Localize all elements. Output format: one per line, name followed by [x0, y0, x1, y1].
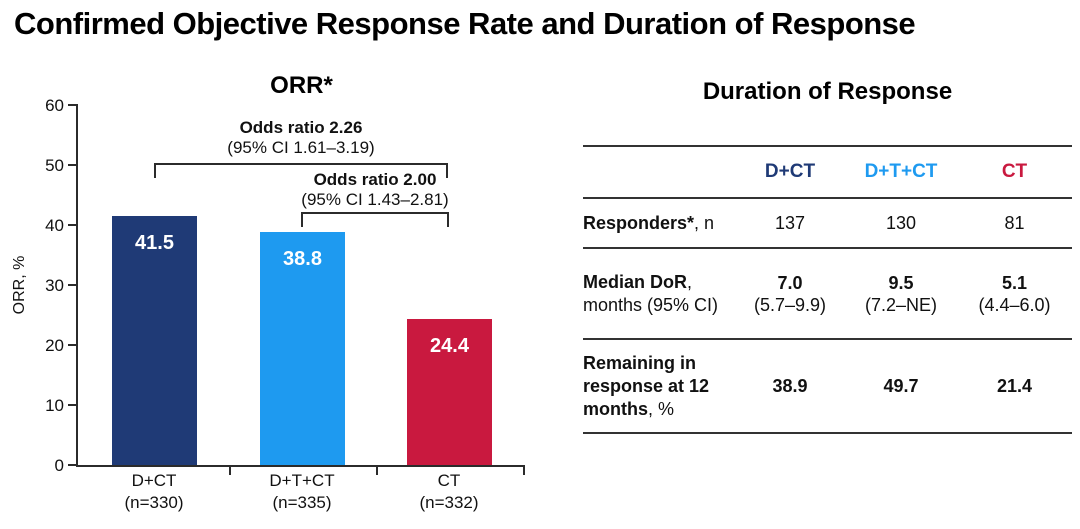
y-tick-label: 10: [45, 396, 64, 415]
cell-value: 21.4: [996, 376, 1033, 396]
table-title: Duration of Response: [702, 78, 953, 105]
page-title: Confirmed Objective Response Rate and Du…: [14, 6, 916, 41]
chart-title: ORR*: [270, 72, 333, 99]
x-category-ct: CT (n=332): [379, 470, 519, 514]
category-label: D+T+CT: [269, 471, 335, 490]
category-n-label: (n=332): [419, 493, 479, 512]
y-tick: [68, 404, 78, 406]
row-label-rest: ,: [687, 271, 693, 292]
y-tick-label: 40: [45, 216, 64, 235]
y-tick: [68, 224, 78, 226]
odds-ratio-annotation-1: Odds ratio 2.26 (95% CI 1.61–3.19): [154, 118, 448, 158]
row-label: Responders*, n: [583, 212, 735, 235]
row-label-bold: Responders*: [583, 212, 695, 233]
y-tick-label: 0: [54, 456, 64, 475]
cell-value: 49.7: [883, 376, 919, 396]
x-category-d-t-ct: D+T+CT (n=335): [232, 470, 372, 514]
cell-value: 130: [885, 213, 917, 233]
x-axis-line: [76, 465, 525, 467]
odds-ratio-annotation-2: Odds ratio 2.00 (95% CI 1.43–2.81): [231, 170, 519, 210]
bar-ct: 24.4: [407, 318, 492, 465]
dor-table: D+CT D+T+CT CT Responders*, n 137 130 81…: [583, 145, 1072, 434]
row-label: Remaining in response at 12 months, %: [583, 352, 735, 421]
cell-value: 7.0 (5.7–9.9): [735, 272, 845, 316]
category-n-label: (n=330): [124, 493, 184, 512]
category-label: D+CT: [131, 471, 177, 490]
cell-value: 81: [1004, 213, 1025, 233]
comparison-bracket-1: [154, 163, 448, 178]
y-tick-label: 60: [45, 96, 64, 115]
orr-chart: ORR* 60 50 40 30 20 10 0 ORR, % 41.5 38.…: [0, 60, 540, 529]
bar-d-ct: 41.5: [112, 216, 197, 465]
column-header-d-ct: D+CT: [764, 161, 816, 182]
ci-value: (7.2–NE): [864, 294, 938, 315]
x-category-d-ct: D+CT (n=330): [84, 470, 224, 514]
y-tick-label: 30: [45, 276, 64, 295]
category-n-label: (n=335): [272, 493, 332, 512]
median-value: 7.0: [777, 272, 803, 293]
column-header-ct: CT: [1001, 161, 1028, 182]
ci-value: (5.7–9.9): [753, 294, 827, 315]
median-value: 9.5: [888, 272, 914, 293]
row-label: Median DoR, months (95% CI): [583, 271, 735, 317]
table-row-remaining: Remaining in response at 12 months, % 38…: [583, 340, 1072, 434]
row-label-bold: Remaining in response at 12 months: [583, 352, 710, 419]
table-row-responders: Responders*, n 137 130 81: [583, 199, 1072, 249]
column-header-d-t-ct: D+T+CT: [864, 161, 938, 182]
y-tick-label: 50: [45, 156, 64, 175]
y-axis-line: [76, 105, 78, 467]
bar-value-label: 24.4: [430, 334, 469, 357]
plot-area: 41.5 38.8 24.4: [78, 105, 525, 465]
median-value: 5.1: [1001, 272, 1028, 293]
row-label-rest: , %: [648, 398, 675, 419]
comparison-bracket-2: [301, 212, 449, 227]
y-tick: [68, 104, 78, 106]
y-axis-title: ORR, %: [11, 255, 28, 315]
x-tick: [523, 467, 525, 475]
y-tick: [68, 164, 78, 166]
row-label-rest: , n: [694, 212, 715, 233]
odds-ratio-ci: (95% CI 1.43–2.81): [301, 190, 449, 209]
row-label-bold: Median DoR: [583, 271, 688, 292]
y-tick: [68, 464, 78, 466]
cell-value: 9.5 (7.2–NE): [845, 272, 957, 316]
bar-value-label: 38.8: [283, 248, 322, 271]
x-tick: [376, 467, 378, 475]
odds-ratio-value: Odds ratio 2.00: [313, 170, 437, 189]
bar-value-label: 41.5: [135, 232, 174, 254]
x-tick: [229, 467, 231, 475]
odds-ratio-ci: (95% CI 1.61–3.19): [227, 138, 375, 157]
cell-value: 5.1 (4.4–6.0): [957, 272, 1072, 316]
category-label: CT: [437, 471, 461, 490]
y-tick: [68, 284, 78, 286]
table-row-median-dor: Median DoR, months (95% CI) 7.0 (5.7–9.9…: [583, 249, 1072, 340]
bar-d-t-ct: 38.8: [260, 232, 345, 465]
y-tick-label: 20: [45, 336, 64, 355]
row-label-line2: months (95% CI): [583, 294, 719, 315]
y-tick: [68, 344, 78, 346]
table-header-row: D+CT D+T+CT CT: [583, 147, 1072, 199]
ci-value: (4.4–6.0): [978, 294, 1051, 315]
duration-of-response-panel: Duration of Response D+CT D+T+CT CT Resp…: [540, 60, 1080, 529]
odds-ratio-value: Odds ratio 2.26: [239, 118, 363, 137]
cell-value: 38.9: [772, 376, 808, 396]
cell-value: 137: [774, 213, 806, 233]
